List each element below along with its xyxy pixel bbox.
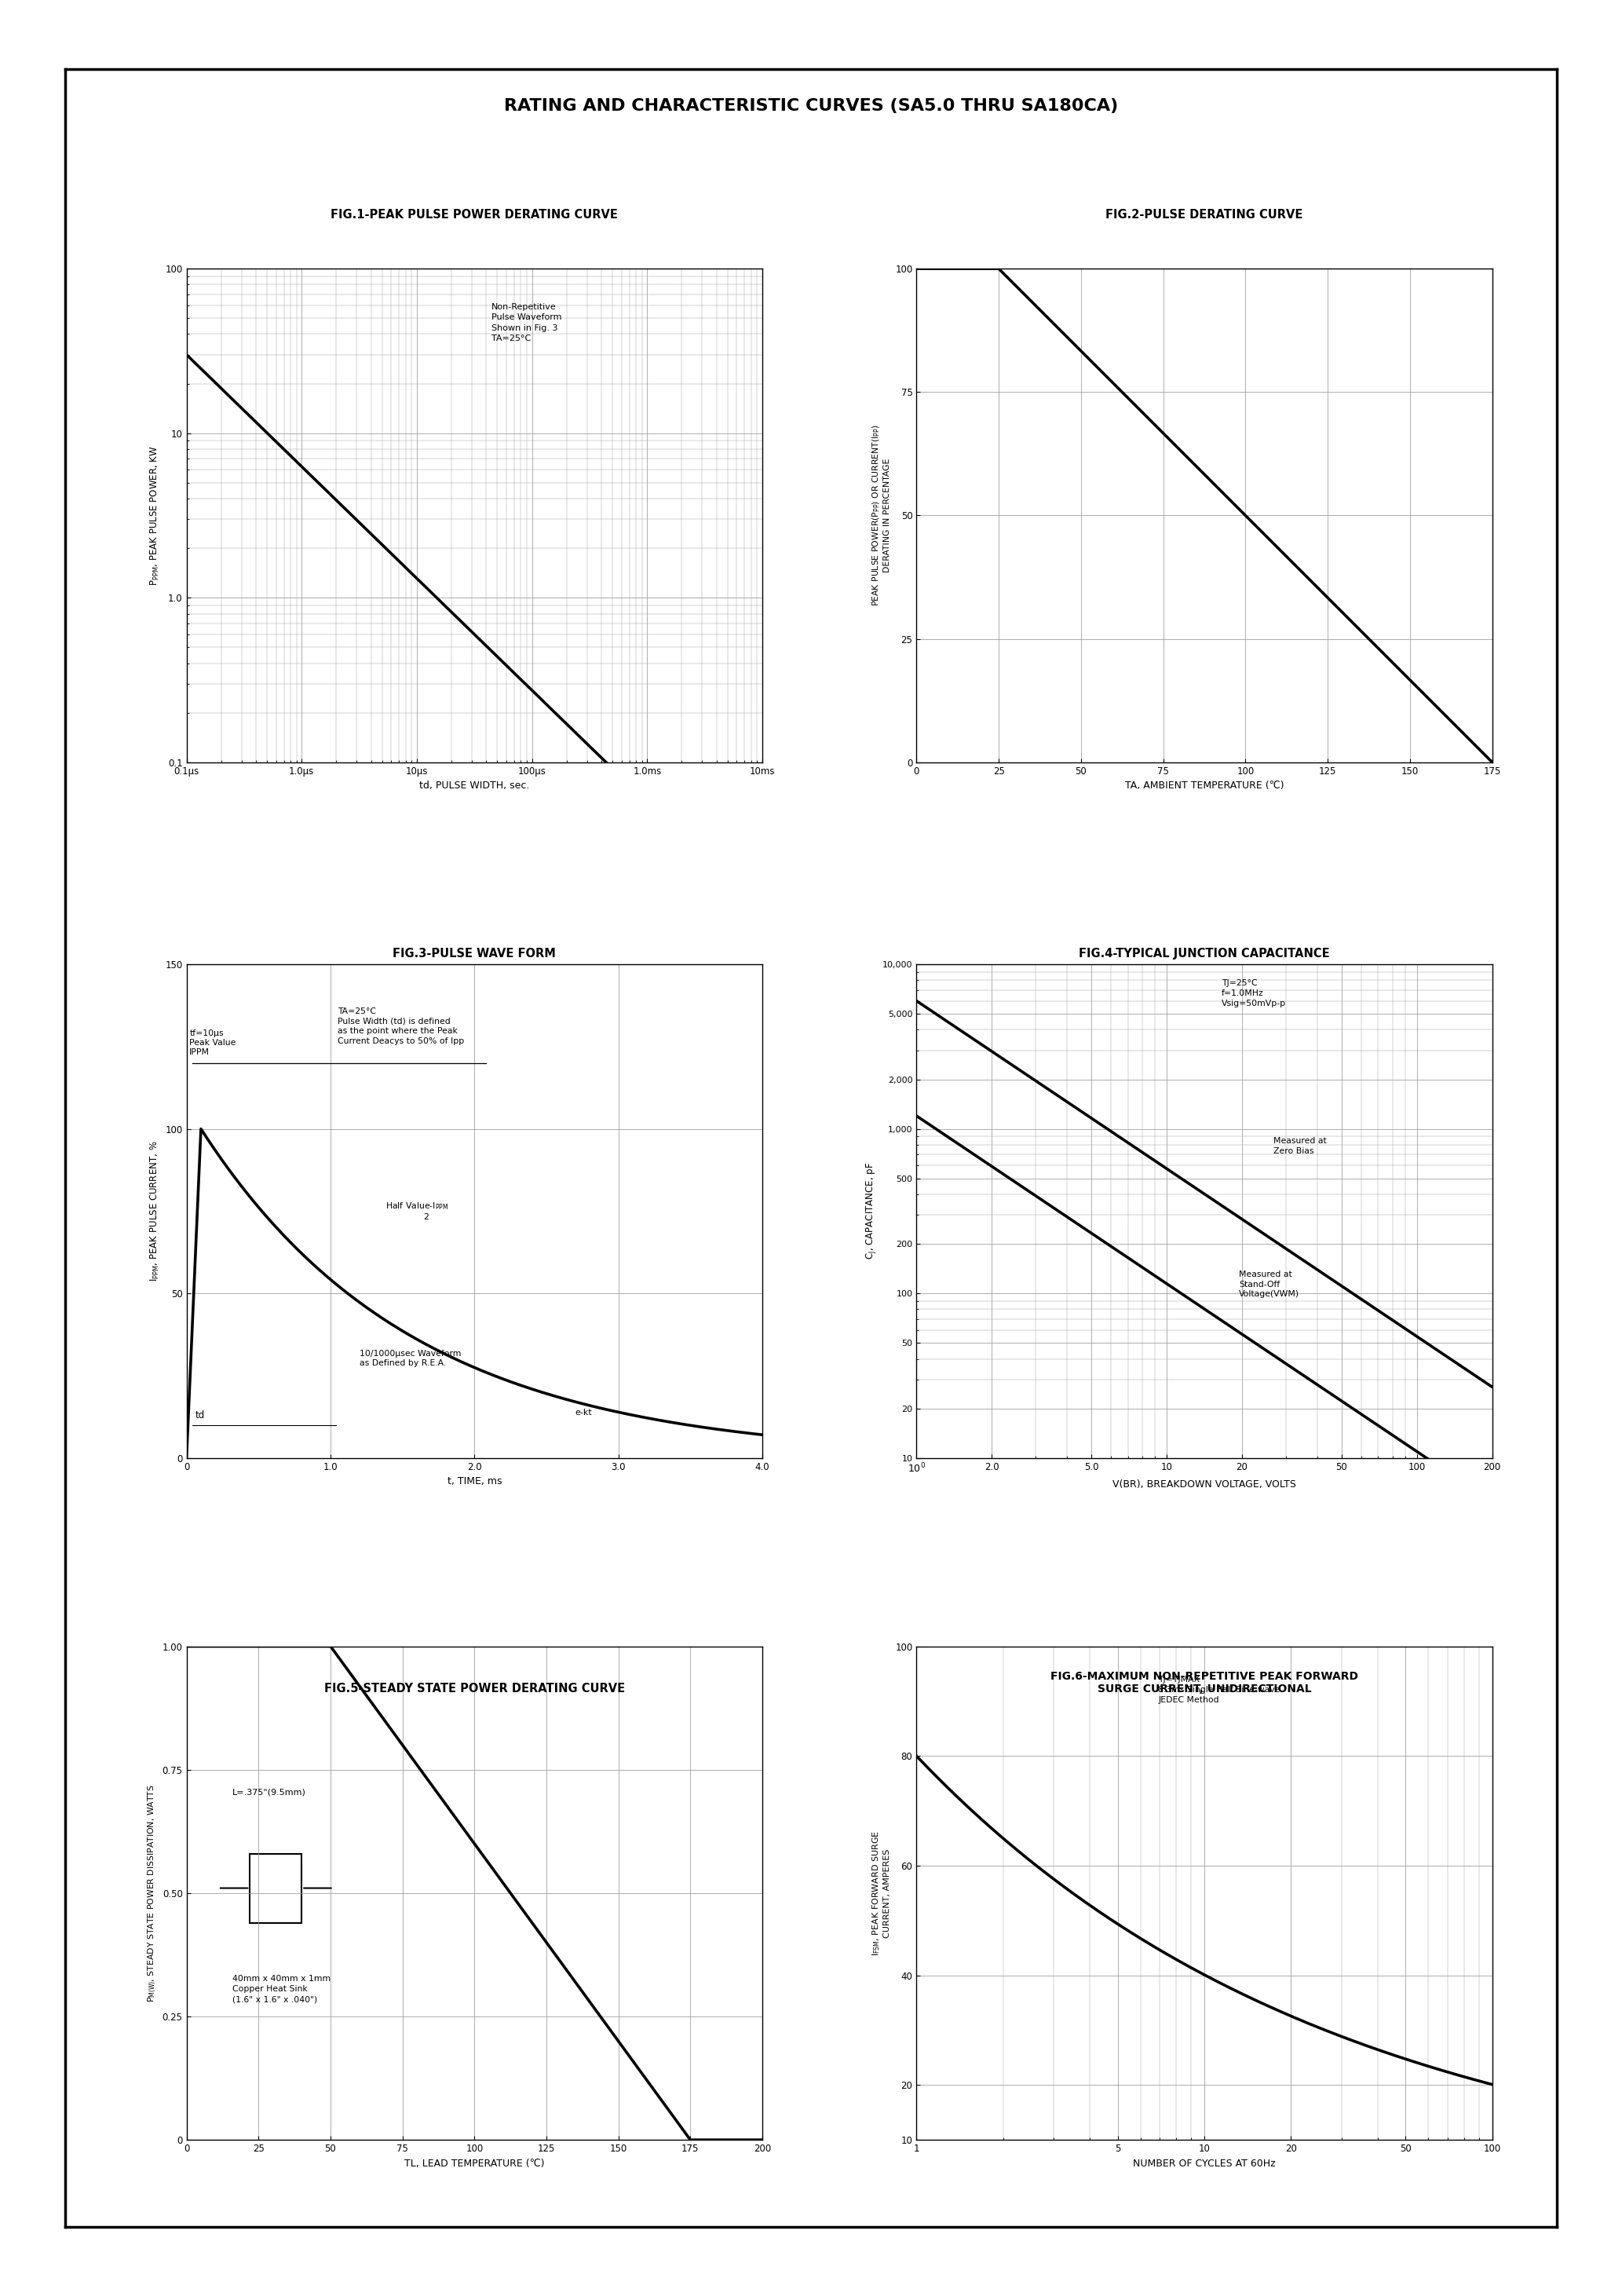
X-axis label: TA, AMBIENT TEMPERATURE (℃): TA, AMBIENT TEMPERATURE (℃) [1124, 781, 1285, 790]
Text: Measured at
Zero Bias: Measured at Zero Bias [1273, 1137, 1327, 1155]
Y-axis label: PEAK PULSE POWER(P$_{\mathregular{PP}}$) OR CURRENT(I$_{\mathregular{PP}}$)
DERA: PEAK PULSE POWER(P$_{\mathregular{PP}}$)… [871, 425, 890, 606]
Y-axis label: P$_{\mathregular{PPM}}$, PEAK PULSE POWER, KW: P$_{\mathregular{PPM}}$, PEAK PULSE POWE… [149, 445, 161, 585]
Text: L=.375"(9.5mm): L=.375"(9.5mm) [232, 1789, 307, 1795]
Text: e-kt: e-kt [576, 1410, 592, 1417]
X-axis label: TL, LEAD TEMPERATURE (℃): TL, LEAD TEMPERATURE (℃) [404, 2158, 545, 2167]
Text: td: td [195, 1410, 204, 1421]
Y-axis label: C$_{\mathregular{J}}$, CAPACITANCE, pF: C$_{\mathregular{J}}$, CAPACITANCE, pF [865, 1162, 878, 1261]
Text: Half Value-I$_{\mathregular{PPM}}$
              2: Half Value-I$_{\mathregular{PPM}}$ 2 [384, 1201, 448, 1221]
Y-axis label: I$_{\mathregular{PPM}}$, PEAK PULSE CURRENT, %: I$_{\mathregular{PPM}}$, PEAK PULSE CURR… [149, 1141, 161, 1281]
Text: Non-Repetitive
Pulse Waveform
Shown in Fig. 3
TA=25°C: Non-Repetitive Pulse Waveform Shown in F… [491, 303, 561, 342]
Text: 10/1000μsec Waveform
as Defined by R.E.A.: 10/1000μsec Waveform as Defined by R.E.A… [360, 1350, 461, 1368]
Text: TJ=25°C
f=1.0MHz
Vsig=50mVp-p: TJ=25°C f=1.0MHz Vsig=50mVp-p [1221, 978, 1286, 1008]
Text: FIG.1-PEAK PULSE POWER DERATING CURVE: FIG.1-PEAK PULSE POWER DERATING CURVE [331, 209, 618, 220]
Text: FIG.3-PULSE WAVE FORM: FIG.3-PULSE WAVE FORM [393, 948, 556, 960]
Text: Measured at
Stand-Off
Voltage(VWM): Measured at Stand-Off Voltage(VWM) [1239, 1270, 1299, 1297]
Text: FIG.2-PULSE DERATING CURVE: FIG.2-PULSE DERATING CURVE [1106, 209, 1302, 220]
Y-axis label: P$_{\mathregular{M(W)}}$, STEADY STATE POWER DISSIPATION, WATTS: P$_{\mathregular{M(W)}}$, STEADY STATE P… [146, 1784, 157, 2002]
Text: RATING AND CHARACTERISTIC CURVES (SA5.0 THRU SA180CA): RATING AND CHARACTERISTIC CURVES (SA5.0 … [504, 99, 1118, 113]
Text: tf=10μs
Peak Value
IPPM: tf=10μs Peak Value IPPM [190, 1029, 237, 1056]
X-axis label: t, TIME, ms: t, TIME, ms [448, 1476, 501, 1486]
Text: FIG.5-STEADY STATE POWER DERATING CURVE: FIG.5-STEADY STATE POWER DERATING CURVE [324, 1683, 624, 1694]
Text: FIG.6-MAXIMUM NON-REPETITIVE PEAK FORWARD
SURGE CURRENT, UNIDIRECTIONAL: FIG.6-MAXIMUM NON-REPETITIVE PEAK FORWAR… [1051, 1671, 1358, 1694]
Text: TJ=TJMAX
8.3ms Single Half Sine-wave
JEDEC Method: TJ=TJMAX 8.3ms Single Half Sine-wave JED… [1158, 1676, 1280, 1704]
Text: 40mm x 40mm x 1mm
Copper Heat Sink
(1.6" x 1.6" x .040"): 40mm x 40mm x 1mm Copper Heat Sink (1.6"… [232, 1975, 331, 2002]
Text: TA=25°C
Pulse Width (td) is defined
as the point where the Peak
Current Deacys t: TA=25°C Pulse Width (td) is defined as t… [337, 1008, 464, 1045]
Text: FIG.4-TYPICAL JUNCTION CAPACITANCE: FIG.4-TYPICAL JUNCTION CAPACITANCE [1079, 948, 1330, 960]
X-axis label: NUMBER OF CYCLES AT 60Hz: NUMBER OF CYCLES AT 60Hz [1134, 2158, 1275, 2167]
Y-axis label: I$_{\mathregular{FSM}}$, PEAK FORWARD SURGE
CURRENT, AMPERES: I$_{\mathregular{FSM}}$, PEAK FORWARD SU… [871, 1830, 890, 1956]
Bar [250, 1853, 302, 1922]
X-axis label: td, PULSE WIDTH, sec.: td, PULSE WIDTH, sec. [420, 781, 529, 790]
X-axis label: V(BR), BREAKDOWN VOLTAGE, VOLTS: V(BR), BREAKDOWN VOLTAGE, VOLTS [1113, 1479, 1296, 1490]
